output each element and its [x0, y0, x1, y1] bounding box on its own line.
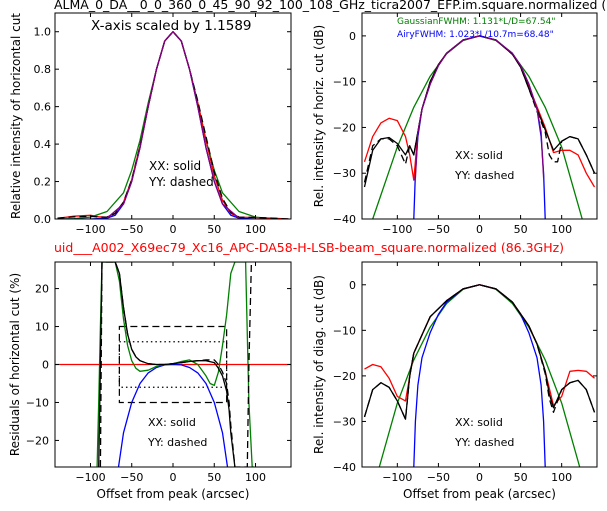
- plot-area: [55, 262, 291, 467]
- y-axis-label: Rel. intensity of horiz. cut (dB): [312, 25, 326, 207]
- mid-title: uid___A002_X69ec79_Xc16_APC-DA58-H-LSB-b…: [54, 240, 564, 255]
- x-tick-label: 100: [551, 223, 572, 236]
- y-tick-label: −30: [333, 167, 356, 180]
- axes-frame: [361, 12, 598, 220]
- scale-annotation: X-axis scaled by 1.1589: [91, 18, 252, 34]
- y-tick-label: 0.6: [34, 101, 52, 114]
- line-style-note: XX: solid: [149, 159, 201, 173]
- x-tick-label: 100: [245, 223, 266, 236]
- line-style-note: YY: dashed: [148, 175, 214, 189]
- y-tick-label: 0: [42, 359, 49, 372]
- x-tick-label: −100: [382, 471, 412, 484]
- series-line-2: [364, 284, 595, 407]
- y-tick-label: −10: [333, 76, 356, 89]
- legend-entry: GaussianFWHM: 1.131*L/D=67.54": [397, 17, 555, 27]
- y-tick-label: −40: [333, 213, 356, 226]
- line-style-note: YY: dashed: [454, 436, 514, 449]
- series-line-4: [363, 284, 596, 420]
- x-tick-label: −100: [75, 223, 105, 236]
- top-title: ALMA_0_DA__0_0_360_0_45_90_92_100_108_GH…: [54, 0, 606, 12]
- x-tick-label: −100: [382, 223, 412, 236]
- series-line-0: [372, 35, 583, 219]
- y-tick-label: −40: [333, 461, 356, 474]
- plot-area: [57, 31, 289, 219]
- y-tick-label: 0: [349, 30, 356, 43]
- x-tick-label: 0: [170, 223, 177, 236]
- line-style-note: XX: solid: [455, 149, 503, 162]
- series-line-2: [363, 35, 596, 188]
- y-tick-label: 0.8: [34, 63, 52, 76]
- y-axis-label: Relative intensity of horizontal cut: [9, 13, 23, 219]
- y-tick-label: −10: [333, 324, 356, 337]
- series-line-1: [57, 31, 289, 219]
- y-tick-label: 0: [349, 279, 356, 292]
- series-line-3: [363, 35, 596, 188]
- x-tick-label: 50: [207, 471, 221, 484]
- series-line-2: [57, 31, 289, 219]
- plot-area: [363, 35, 596, 219]
- line-style-note: YY: dashed: [147, 436, 207, 449]
- series-line-1: [117, 363, 229, 467]
- series-line-1: [413, 35, 546, 219]
- y-tick-label: −20: [26, 434, 49, 447]
- x-tick-label: −50: [120, 223, 143, 236]
- y-axis-label: Residuals of horizontal cut (%): [8, 273, 22, 456]
- y-tick-label: −20: [333, 121, 356, 134]
- y-tick-label: 1.0: [34, 26, 52, 39]
- y-tick-label: 0.4: [34, 138, 52, 151]
- line-style-note: XX: solid: [455, 416, 503, 429]
- x-tick-label: −100: [75, 471, 105, 484]
- line-style-note: YY: dashed: [454, 169, 514, 182]
- series-line-4: [363, 35, 596, 183]
- x-tick-label: 100: [551, 471, 572, 484]
- x-tick-label: 100: [245, 471, 266, 484]
- x-tick-label: −50: [120, 471, 143, 484]
- y-tick-label: −20: [333, 370, 356, 383]
- plot-p1: −100 −50 0 50 100 0.0 0.2 0.4 0.6 0.8 1.0 Relative …: [9, 12, 292, 236]
- y-tick-label: −10: [26, 396, 49, 409]
- y-tick-label: 20: [35, 283, 49, 296]
- legend-entry: AiryFWHM: 1.023*L/10.7m=68.48": [397, 30, 554, 40]
- y-tick-label: 10: [35, 321, 49, 334]
- x-tick-label: −50: [427, 471, 450, 484]
- x-tick-label: 0: [476, 471, 483, 484]
- x-tick-label: 0: [170, 471, 177, 484]
- x-tick-label: 50: [207, 223, 221, 236]
- series-line-3: [57, 31, 289, 219]
- y-axis-label: Rel. intensity of diag. cut (dB): [312, 275, 326, 454]
- y-tick-label: −30: [333, 415, 356, 428]
- series-line-5: [414, 35, 545, 178]
- x-axis-label: Offset from peak (arcsec): [97, 487, 250, 501]
- x-tick-label: −50: [427, 223, 450, 236]
- y-tick-label: 0.0: [34, 213, 52, 226]
- series-line-4: [106, 31, 240, 219]
- series-line-0: [57, 31, 289, 219]
- plot-area: [363, 284, 596, 467]
- y-tick-label: 0.2: [34, 176, 52, 189]
- x-axis-label: Offset from peak (arcsec): [403, 487, 556, 501]
- x-tick-label: 50: [514, 471, 528, 484]
- x-tick-label: 0: [476, 223, 483, 236]
- x-tick-label: 50: [514, 223, 528, 236]
- line-style-note: XX: solid: [148, 416, 196, 429]
